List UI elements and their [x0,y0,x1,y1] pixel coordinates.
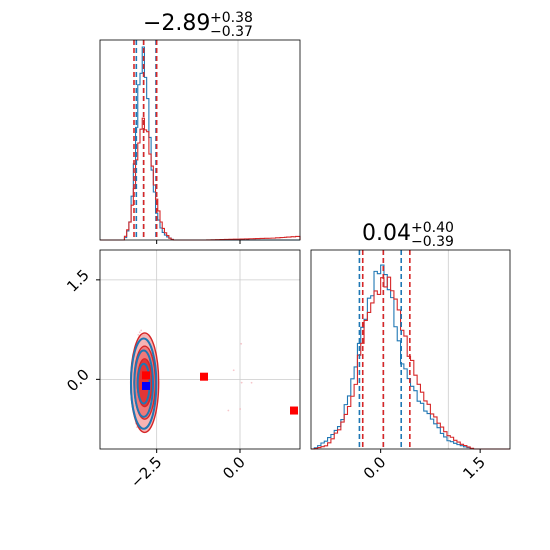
s2-sample-point [240,342,243,345]
title-p2-minus: −0.39 [411,234,454,250]
title-p1-minus: −0.37 [210,24,253,40]
s2-sample-point [138,331,141,334]
title-p1-plus: +0.38 [210,10,253,26]
title-p2-median: 0.04 [362,221,411,246]
x-tick-label: −2.5 [127,453,165,491]
s2-frame [99,249,301,450]
s2-sample-point [140,329,143,332]
p2-x-tick-label: 0.0 [360,453,390,483]
s2-marker-0 [142,371,150,380]
title-p1: −2.89 +0.38 −0.37 [143,10,253,40]
x-tick-label: 0.0 [219,453,249,483]
s2-sample-point [240,381,243,384]
s2-sample-point [250,381,253,384]
s2-marker-1 [200,372,208,381]
s2-sample-point [232,369,235,372]
y-tick-label: 1.5 [63,266,93,296]
title-p2-plus: +0.40 [411,220,454,236]
s2-marker-3 [142,381,150,390]
p1-hist-blue [100,46,300,241]
p1-frame [99,39,301,241]
p2-x-tick-label: 1.5 [459,453,489,483]
s2-blue-contour-0 [130,337,158,430]
s2-sample-point [137,333,140,336]
tick-labels: −2.5 0.0 0.0 1.5 0.0 1.5 [63,266,489,492]
panel-scatter-2d [99,249,301,450]
p2-hist-blue [311,264,510,450]
s2-sample-point [239,408,242,410]
p2-frame [310,249,511,450]
p1-hist-red [100,117,301,241]
panel-hist-p1 [99,39,301,244]
s2-sample-point [227,409,230,412]
s2-blue-contour-1 [133,349,155,418]
p2-hist-red [311,276,510,450]
title-p2: 0.04 +0.40 −0.39 [362,220,454,250]
title-p1-median: −2.89 [143,11,210,36]
s2-marker-2 [290,406,298,415]
y-tick-label: 0.0 [63,365,93,395]
panel-hist-p2 [310,249,511,450]
